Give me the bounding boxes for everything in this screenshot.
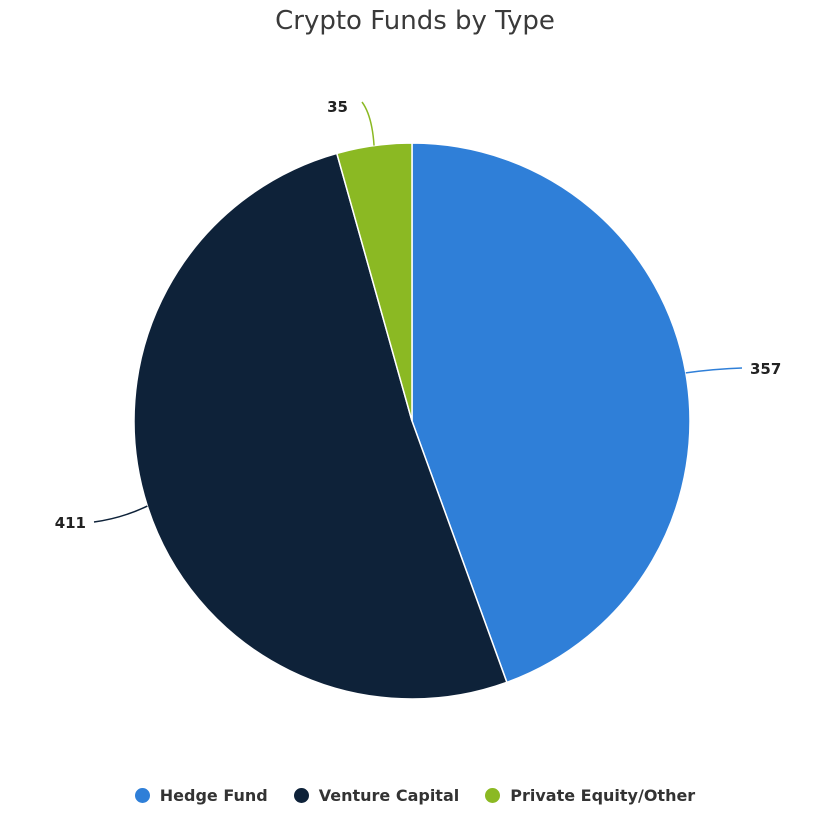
data-label-venture-capital: 411 [55,514,86,532]
legend-item-private-equity[interactable]: Private Equity/Other [485,786,695,805]
chart-title: Crypto Funds by Type [275,6,555,36]
pie-data-labels: 357 411 35 [55,98,782,532]
connector-line-private-equity [361,101,375,146]
pie-slice-venture-capital[interactable] [133,152,508,700]
legend-marker-private-equity [485,788,501,803]
legend-label-private-equity: Private Equity/Other [510,786,696,805]
pie-slices [133,142,691,700]
legend-item-venture-capital[interactable]: Venture Capital [293,786,460,805]
legend-marker-hedge-fund [134,788,150,803]
connector-line-venture-capital [93,505,148,523]
legend-label-venture-capital: Venture Capital [318,786,460,805]
pie-slice-hedge-fund[interactable] [411,142,691,684]
data-label-private-equity: 35 [327,98,348,116]
legend-item-hedge-fund[interactable]: Hedge Fund [134,786,268,805]
data-label-hedge-fund: 357 [750,360,781,378]
pie-chart-svg: 357 411 35 [55,98,782,700]
legend-marker-venture-capital [293,788,309,803]
legend: Hedge Fund Venture Capital Private Equit… [0,786,830,805]
connector-line-hedge-fund [685,367,743,374]
legend-label-hedge-fund: Hedge Fund [159,786,268,805]
